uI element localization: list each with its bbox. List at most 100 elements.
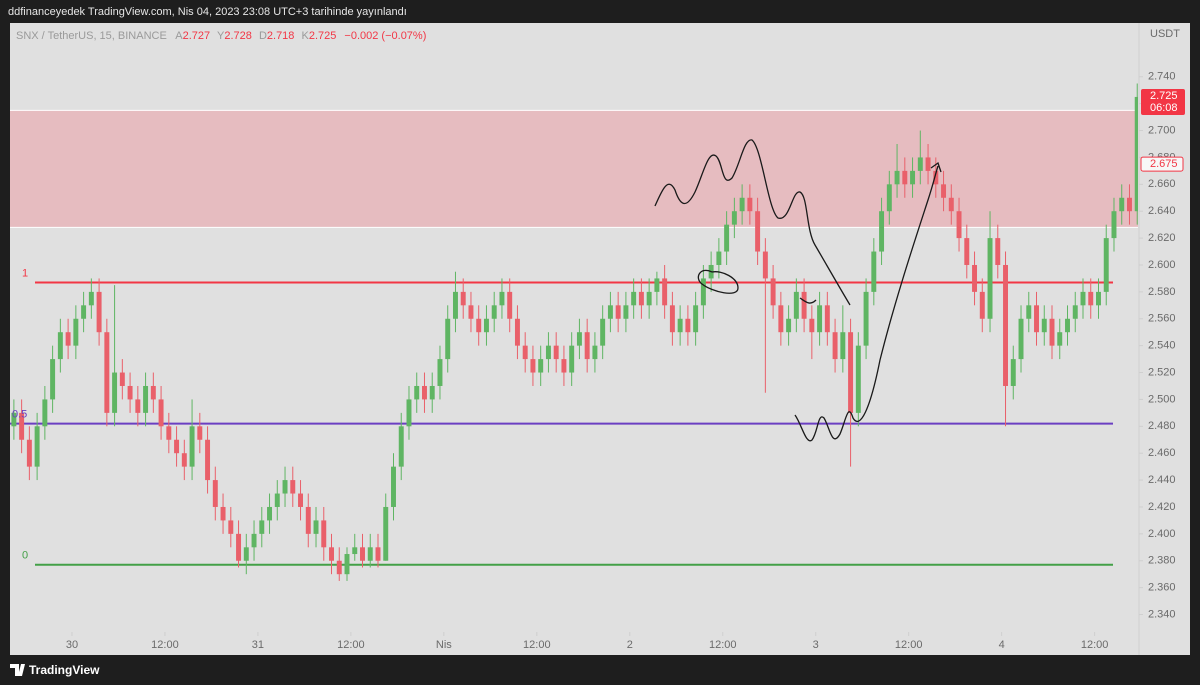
candle-body <box>1088 291 1094 306</box>
legend-value: 2.725 <box>309 30 337 42</box>
candle-body <box>1026 305 1032 319</box>
candle-body <box>1096 291 1101 306</box>
candle-body <box>956 211 962 239</box>
candle-body <box>174 439 180 454</box>
x-tick-label: 12:00 <box>151 639 179 651</box>
candle-body <box>638 291 644 306</box>
candle-body <box>290 480 296 494</box>
y-tick-label: 2.460 <box>1148 447 1176 459</box>
candle-body <box>507 291 513 319</box>
candle-body <box>282 480 288 494</box>
candle-body <box>476 318 482 333</box>
legend-value: 2.728 <box>224 30 252 42</box>
last-price-box <box>1141 88 1185 115</box>
candle-body <box>1111 211 1117 239</box>
candle-body <box>607 305 613 319</box>
pen-arrow-head <box>930 161 942 173</box>
candle-body <box>274 493 280 507</box>
candle-body <box>1080 291 1086 306</box>
candle-body <box>700 278 706 306</box>
candle-body <box>212 480 218 507</box>
candle-body <box>538 359 544 373</box>
candle-body <box>522 345 528 360</box>
candle-body <box>1126 197 1132 212</box>
candle-body <box>298 493 304 507</box>
candle-body <box>65 332 71 346</box>
candle-body <box>863 291 869 346</box>
candle-body <box>848 332 854 413</box>
candle-body <box>375 547 381 561</box>
x-tick-label: 12:00 <box>523 639 551 651</box>
candle-body <box>181 453 187 467</box>
candle-body <box>352 547 358 555</box>
candle-body <box>1134 96 1138 212</box>
candle-body <box>112 372 118 413</box>
pen-stroke <box>799 297 817 304</box>
unit-label: USDT <box>1150 28 1180 40</box>
x-tick-label: 12:00 <box>895 639 923 651</box>
footer: TradingView <box>10 663 100 677</box>
candle-body <box>344 554 350 575</box>
candle-body <box>964 238 970 265</box>
legend-label: Y <box>217 30 225 42</box>
candle-body <box>1034 305 1039 333</box>
candle-body <box>995 238 1001 265</box>
candle-body <box>1003 264 1009 386</box>
candle-body <box>259 520 265 534</box>
candle-body <box>119 372 125 386</box>
candle-body <box>809 318 815 333</box>
candle-body <box>73 318 79 346</box>
candle-body <box>1072 305 1078 319</box>
candle-body <box>11 412 17 427</box>
candle-body <box>987 238 993 319</box>
candle-body <box>445 318 451 360</box>
x-tick-label: 12:00 <box>1081 639 1109 651</box>
candle-body <box>824 305 830 333</box>
x-tick-label: 12:00 <box>709 639 737 651</box>
y-tick-label: 2.420 <box>1148 501 1176 513</box>
x-tick-label: Nis <box>436 639 452 651</box>
candle-body <box>34 426 40 467</box>
x-tick-label: 12:00 <box>337 639 365 651</box>
candle-body <box>762 251 768 279</box>
candle-body <box>336 560 342 575</box>
candle-body <box>127 385 133 400</box>
candle-body <box>460 291 466 306</box>
candle-body <box>646 291 652 306</box>
legend-value: 2.718 <box>267 30 295 42</box>
candle-body <box>135 399 141 413</box>
candle-body <box>367 547 373 561</box>
candle-body <box>755 211 761 252</box>
legend-change: −0.002 (−0.07%) <box>344 30 426 42</box>
candle-body <box>499 291 505 306</box>
y-tick-label: 2.660 <box>1148 178 1176 190</box>
candle-body <box>592 345 598 360</box>
fib-level-label: 0 <box>22 550 28 562</box>
candle-body <box>817 305 823 333</box>
y-tick-label: 2.600 <box>1148 259 1176 271</box>
candle-body <box>429 385 435 400</box>
y-tick-label: 2.560 <box>1148 313 1176 325</box>
candle-body <box>421 385 427 400</box>
candle-body <box>1041 318 1047 333</box>
candle-body <box>662 278 668 306</box>
candle-body <box>716 251 722 265</box>
legend-value: 2.727 <box>183 30 211 42</box>
pen-stroke <box>697 269 739 294</box>
fib-level-label: 0.5 <box>12 409 27 421</box>
y-tick-label: 2.400 <box>1148 528 1176 540</box>
candle-body <box>50 359 56 400</box>
legend-label: K <box>301 30 309 42</box>
y-tick-label: 2.500 <box>1148 393 1176 405</box>
pen-stroke <box>794 165 939 442</box>
x-tick-label: 4 <box>999 639 1005 651</box>
candle-body <box>88 291 94 306</box>
candle-body <box>19 412 25 440</box>
candle-body <box>437 359 443 386</box>
x-tick-label: 2 <box>627 639 633 651</box>
symbol-legend: SNX / TetherUS, 15, BINANCE A2.727 Y2.72… <box>16 30 426 42</box>
candle-body <box>251 533 257 548</box>
y-tick-label: 2.540 <box>1148 340 1176 352</box>
candle-body <box>530 359 536 373</box>
